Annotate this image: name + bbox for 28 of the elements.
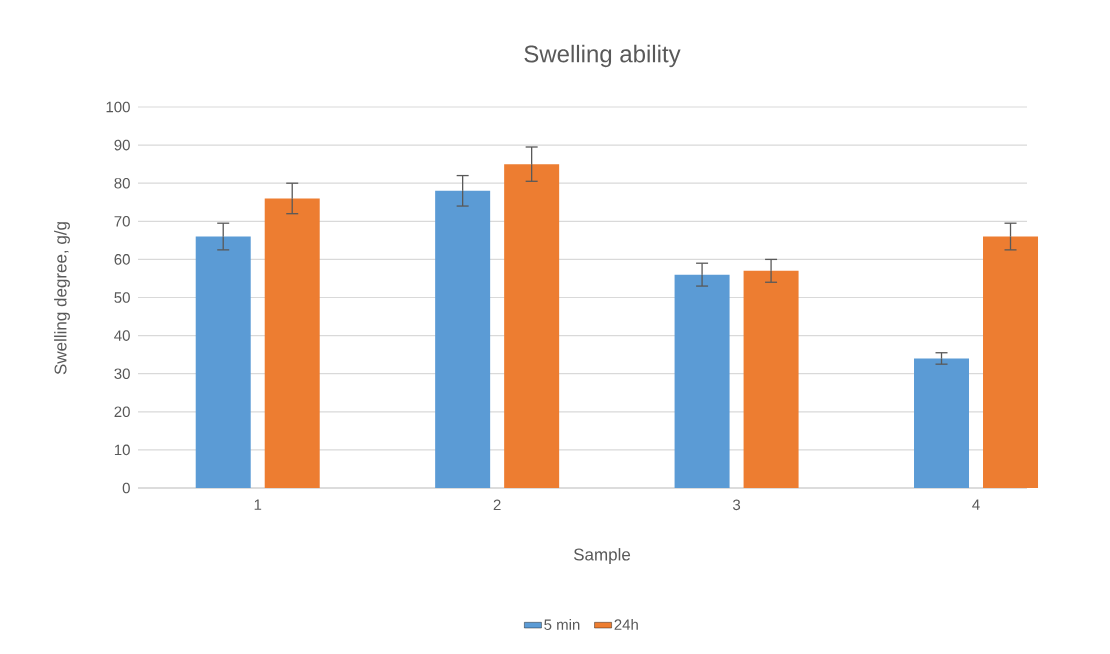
y-tick-label: 50 [114, 292, 130, 303]
y-tick-label: 40 [114, 330, 130, 341]
x-tick-label: 2 [493, 499, 501, 511]
y-tick-label: 100 [106, 101, 130, 113]
x-axis-title: Sample [573, 548, 631, 564]
legend-label: 5 min [544, 618, 580, 630]
bar [195, 236, 251, 488]
bar [674, 274, 730, 488]
y-tick-label: 10 [114, 444, 130, 456]
bar [264, 198, 320, 488]
y-tick-label: 30 [114, 368, 130, 379]
x-tick-label: 4 [972, 499, 980, 510]
bar [504, 164, 560, 488]
y-tick-label: 80 [114, 177, 130, 189]
x-tick-label: 1 [254, 499, 262, 510]
y-tick-label: 0 [122, 482, 130, 494]
y-tick-label: 90 [114, 139, 130, 151]
bar [983, 236, 1039, 488]
bar [435, 190, 491, 488]
y-tick-label: 60 [114, 254, 130, 265]
bar [914, 358, 970, 488]
y-axis-title: Swelling degree, g/g [54, 222, 70, 375]
bar [743, 270, 799, 488]
chart-title: Swelling ability [524, 44, 681, 68]
y-tick-label: 70 [114, 215, 130, 227]
x-tick-label: 3 [732, 499, 741, 511]
legend-label: 24h [614, 618, 638, 630]
y-tick-label: 20 [114, 406, 130, 418]
